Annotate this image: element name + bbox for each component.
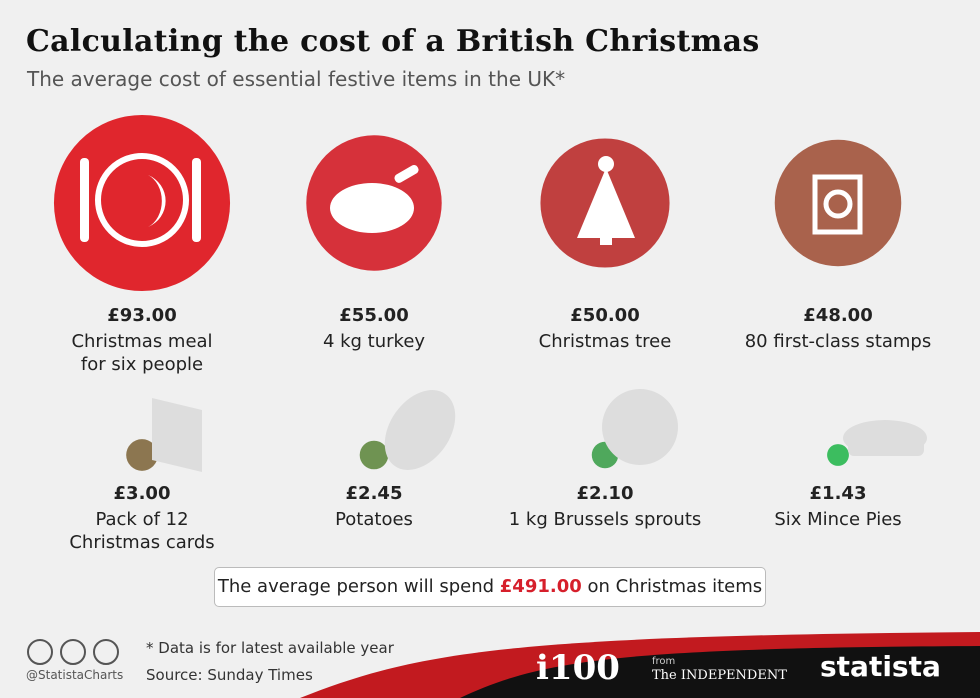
meal-icon [80,153,201,247]
i100-logo: i100 [536,648,620,688]
price-label: £50.00 [570,305,640,326]
price-label: £2.10 [576,483,634,504]
item-label: 1 kg Brussels sprouts [508,509,702,530]
price-label: £48.00 [803,305,873,326]
stamp-icon [812,174,863,235]
price-label: £93.00 [107,305,177,326]
cc-icons [27,639,119,665]
the: The [652,668,677,683]
note: * Data is for latest available year [146,639,394,657]
cost-circle [126,439,158,471]
cost-circle [359,440,389,470]
cost-circle [774,139,902,267]
subtitle: The average cost of essential festive it… [27,67,566,91]
footer-band [460,646,980,698]
item-label: 80 first-class stamps [744,331,932,352]
cost-circle [53,114,231,292]
item-label: Christmas tree [538,331,672,352]
cost-circle [827,444,849,466]
item-label: Christmas meal for six people [71,331,213,375]
summary-total: £491.00 [499,576,582,597]
turkey-icon [330,165,419,233]
handle: @StatistaCharts [26,668,124,682]
from: from [652,656,676,667]
title: Calculating the cost of a British Christ… [26,24,760,59]
summary-box: The average person will spend £491.00 on… [214,567,766,607]
price-label: £1.43 [809,483,867,504]
price-label: £3.00 [113,483,171,504]
small-icons [152,389,927,472]
item-label: Six Mince Pies [774,509,902,530]
independent-logo: The INDEPENDENT [652,668,787,683]
source: Source: Sunday Times [146,666,313,684]
price-label: £2.45 [345,483,403,504]
summary-prefix: The average person will spend [217,576,495,597]
price-label: £55.00 [339,305,409,326]
item-label: Pack of 12 Christmas cards [69,509,215,553]
summary-suffix: on Christmas items [587,576,763,597]
item-label: Potatoes [335,509,413,530]
independent: INDEPENDENT [680,668,787,683]
tree-icon [577,156,635,245]
item-label: 4 kg turkey [322,331,426,352]
statista-logo: statista [820,650,941,683]
